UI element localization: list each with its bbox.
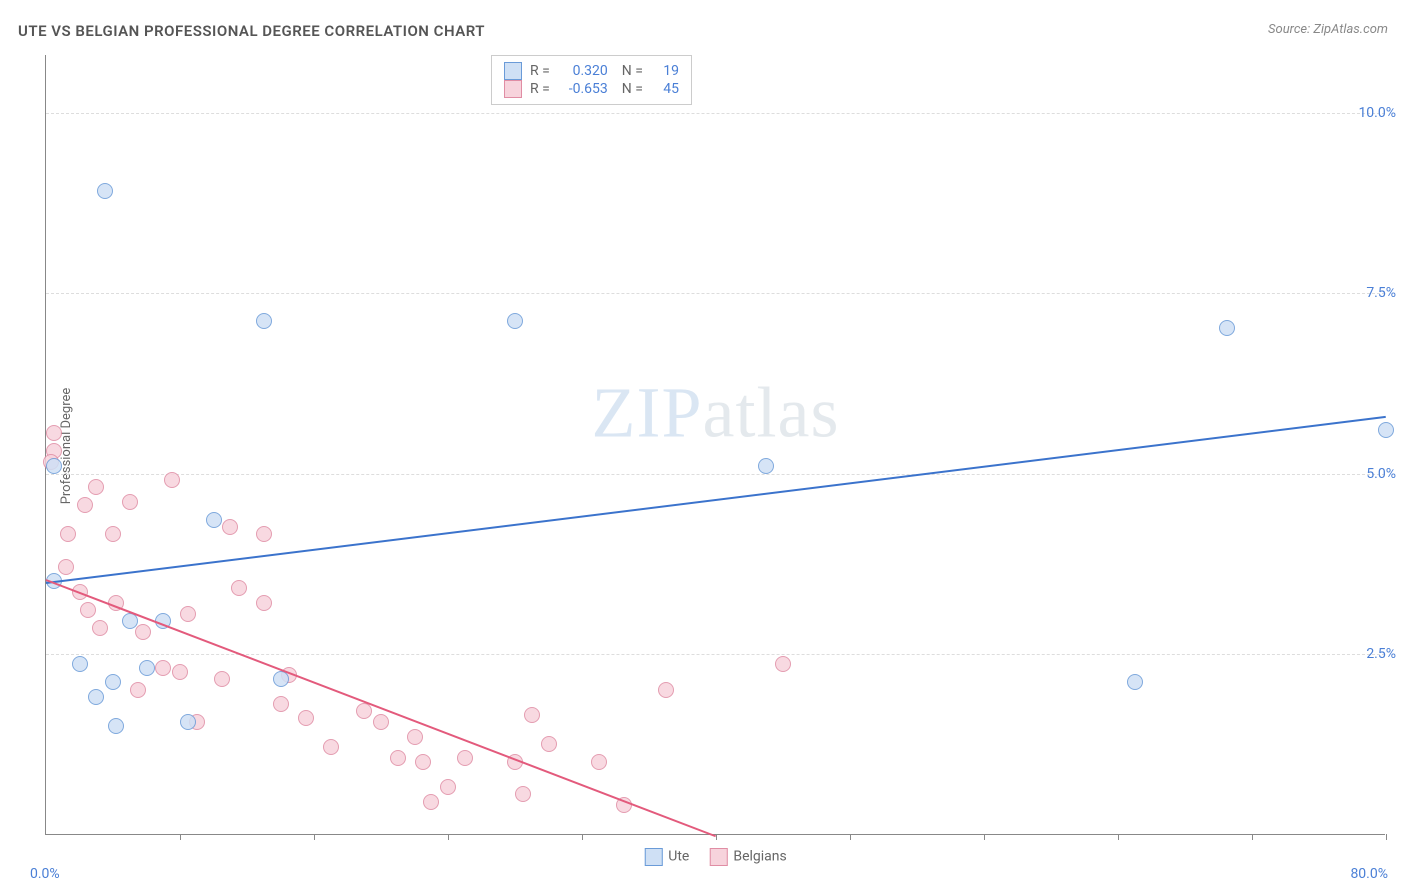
belgians-r-value: -0.653 bbox=[558, 81, 608, 97]
scatter-point bbox=[758, 458, 774, 474]
legend-row-belgians: R = -0.653 N = 45 bbox=[504, 80, 679, 98]
scatter-point bbox=[172, 664, 188, 680]
scatter-point bbox=[591, 754, 607, 770]
belgians-swatch-icon bbox=[504, 80, 522, 98]
scatter-point bbox=[373, 714, 389, 730]
scatter-point bbox=[105, 526, 121, 542]
legend-item-belgians: Belgians bbox=[709, 848, 786, 866]
scatter-point bbox=[515, 786, 531, 802]
gridline bbox=[46, 474, 1385, 475]
x-axis-max-label: 80.0% bbox=[1350, 866, 1388, 882]
scatter-point bbox=[58, 559, 74, 575]
scatter-point bbox=[77, 497, 93, 513]
scatter-point bbox=[97, 183, 113, 199]
r-label: R = bbox=[530, 81, 550, 97]
source-attribution: Source: ZipAtlas.com bbox=[1268, 22, 1388, 37]
n-label: N = bbox=[622, 63, 643, 79]
scatter-point bbox=[256, 313, 272, 329]
scatter-point bbox=[80, 602, 96, 618]
y-tick-label: 2.5% bbox=[1366, 646, 1396, 662]
scatter-point bbox=[390, 750, 406, 766]
x-tick bbox=[1118, 834, 1119, 840]
ute-swatch-icon bbox=[504, 62, 522, 80]
scatter-point bbox=[155, 660, 171, 676]
scatter-point bbox=[1127, 674, 1143, 690]
x-tick bbox=[448, 834, 449, 840]
legend-correlation: R = 0.320 N = 19 R = -0.653 N = 45 bbox=[491, 55, 692, 105]
plot-area: ZIPatlas R = 0.320 N = 19 R = -0.653 N =… bbox=[45, 55, 1385, 835]
y-tick-label: 10.0% bbox=[1358, 105, 1396, 121]
scatter-point bbox=[180, 714, 196, 730]
scatter-point bbox=[60, 526, 76, 542]
scatter-point bbox=[88, 689, 104, 705]
scatter-point bbox=[122, 494, 138, 510]
legend-series: Ute Belgians bbox=[644, 848, 786, 866]
scatter-point bbox=[524, 707, 540, 723]
scatter-point bbox=[273, 696, 289, 712]
scatter-point bbox=[415, 754, 431, 770]
chart-title: UTE VS BELGIAN PROFESSIONAL DEGREE CORRE… bbox=[18, 22, 485, 40]
scatter-point bbox=[541, 736, 557, 752]
scatter-point bbox=[72, 656, 88, 672]
scatter-point bbox=[658, 682, 674, 698]
scatter-point bbox=[231, 580, 247, 596]
y-tick-label: 5.0% bbox=[1366, 466, 1396, 482]
scatter-point bbox=[1378, 422, 1394, 438]
r-label: R = bbox=[530, 63, 550, 79]
scatter-point bbox=[46, 425, 62, 441]
scatter-point bbox=[206, 512, 222, 528]
x-tick bbox=[582, 834, 583, 840]
x-tick bbox=[1386, 834, 1387, 840]
scatter-point bbox=[180, 606, 196, 622]
x-axis-min-label: 0.0% bbox=[30, 866, 60, 882]
scatter-point bbox=[323, 739, 339, 755]
belgians-swatch-icon bbox=[709, 848, 727, 866]
scatter-point bbox=[407, 729, 423, 745]
x-tick bbox=[180, 834, 181, 840]
scatter-point bbox=[507, 313, 523, 329]
x-tick bbox=[984, 834, 985, 840]
x-tick bbox=[1252, 834, 1253, 840]
watermark: ZIPatlas bbox=[592, 372, 840, 455]
scatter-point bbox=[423, 794, 439, 810]
scatter-point bbox=[139, 660, 155, 676]
ute-n-value: 19 bbox=[651, 63, 679, 79]
scatter-point bbox=[105, 674, 121, 690]
scatter-point bbox=[88, 479, 104, 495]
scatter-point bbox=[46, 458, 62, 474]
n-label: N = bbox=[622, 81, 643, 97]
belgians-series-label: Belgians bbox=[733, 849, 786, 865]
scatter-point bbox=[92, 620, 108, 636]
trend-line bbox=[46, 579, 717, 837]
watermark-main: ZIP bbox=[592, 373, 703, 453]
y-tick-label: 7.5% bbox=[1366, 285, 1396, 301]
ute-swatch-icon bbox=[644, 848, 662, 866]
gridline bbox=[46, 113, 1385, 114]
scatter-point bbox=[457, 750, 473, 766]
scatter-point bbox=[130, 682, 146, 698]
scatter-point bbox=[298, 710, 314, 726]
scatter-point bbox=[214, 671, 230, 687]
x-tick bbox=[850, 834, 851, 840]
scatter-point bbox=[775, 656, 791, 672]
gridline bbox=[46, 293, 1385, 294]
legend-item-ute: Ute bbox=[644, 848, 689, 866]
watermark-sub: atlas bbox=[703, 373, 840, 453]
ute-r-value: 0.320 bbox=[558, 63, 608, 79]
belgians-n-value: 45 bbox=[651, 81, 679, 97]
scatter-point bbox=[356, 703, 372, 719]
scatter-point bbox=[256, 595, 272, 611]
scatter-point bbox=[164, 472, 180, 488]
trend-line bbox=[46, 416, 1386, 584]
scatter-point bbox=[222, 519, 238, 535]
scatter-point bbox=[1219, 320, 1235, 336]
scatter-point bbox=[256, 526, 272, 542]
legend-row-ute: R = 0.320 N = 19 bbox=[504, 62, 679, 80]
x-tick bbox=[314, 834, 315, 840]
ute-series-label: Ute bbox=[668, 849, 689, 865]
scatter-point bbox=[135, 624, 151, 640]
scatter-point bbox=[440, 779, 456, 795]
scatter-point bbox=[108, 718, 124, 734]
